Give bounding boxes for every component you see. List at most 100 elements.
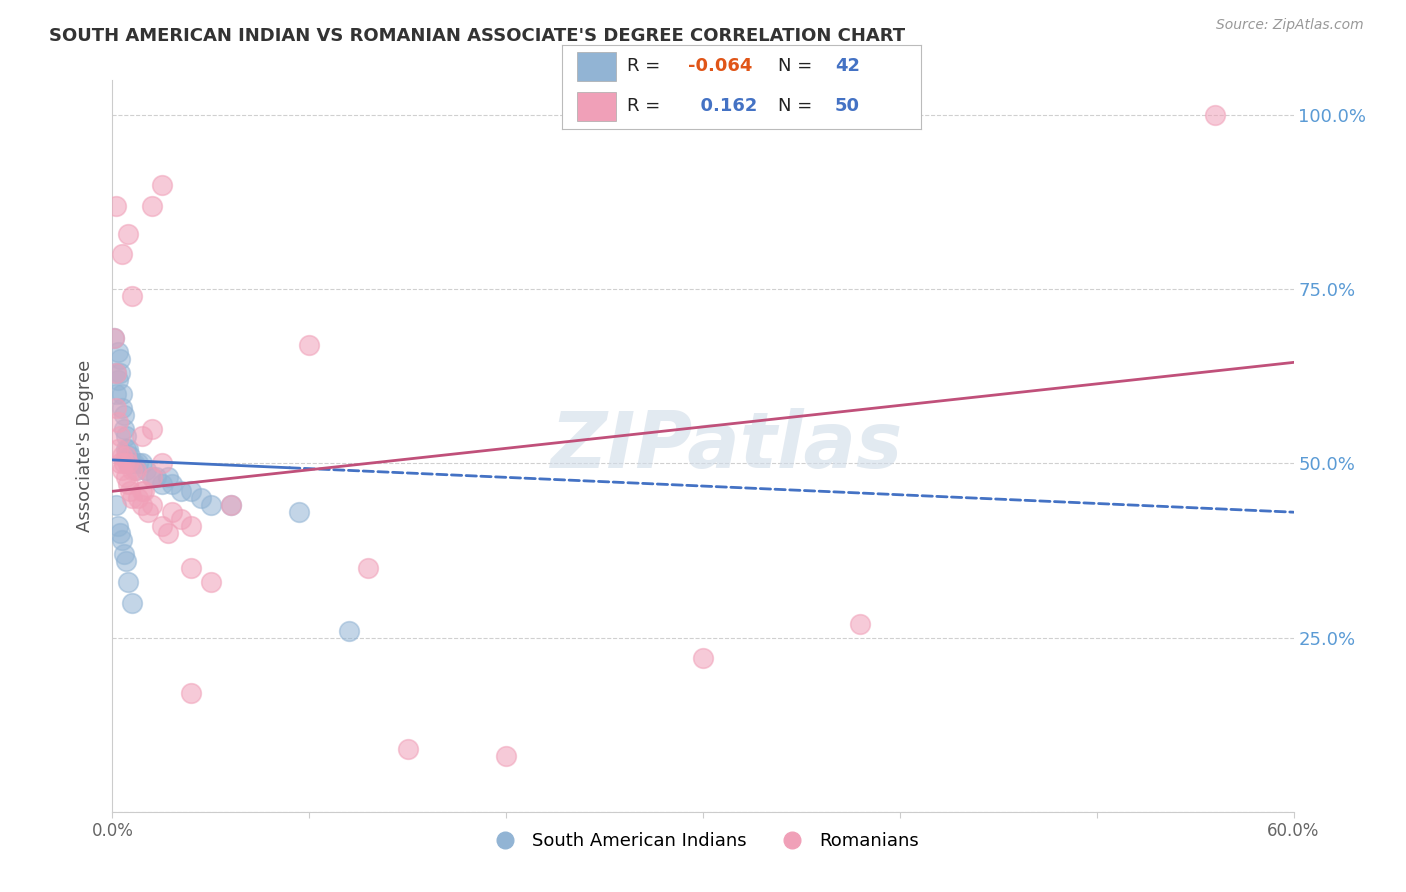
Point — [107, 345, 129, 359]
Point — [121, 457, 143, 471]
Point — [121, 289, 143, 303]
Point — [141, 199, 163, 213]
Point — [105, 498, 128, 512]
Point — [150, 477, 173, 491]
Text: SOUTH AMERICAN INDIAN VS ROMANIAN ASSOCIATE'S DEGREE CORRELATION CHART: SOUTH AMERICAN INDIAN VS ROMANIAN ASSOCI… — [49, 27, 905, 45]
Point — [141, 421, 163, 435]
Point — [121, 596, 143, 610]
Point — [103, 331, 125, 345]
Point — [112, 421, 135, 435]
Point — [115, 450, 138, 464]
Point — [117, 457, 139, 471]
Text: 42: 42 — [835, 57, 860, 75]
Point — [121, 491, 143, 506]
Text: -0.064: -0.064 — [688, 57, 752, 75]
Point — [180, 686, 202, 700]
Point — [117, 227, 139, 241]
Point — [132, 484, 155, 499]
Point — [131, 428, 153, 442]
Point — [141, 498, 163, 512]
Point — [120, 450, 142, 464]
Point — [127, 491, 149, 506]
Point — [105, 199, 128, 213]
Point — [136, 505, 159, 519]
Text: 50: 50 — [835, 96, 860, 114]
Point — [150, 519, 173, 533]
Point — [219, 498, 242, 512]
Point — [170, 484, 193, 499]
Point — [107, 415, 129, 429]
Point — [117, 442, 139, 457]
Bar — [576, 53, 616, 81]
Text: R =: R = — [627, 57, 666, 75]
Point — [111, 247, 134, 261]
Point — [105, 401, 128, 415]
Point — [120, 484, 142, 499]
Point — [107, 519, 129, 533]
Point — [127, 457, 149, 471]
Point — [111, 386, 134, 401]
Point — [111, 401, 134, 415]
Bar — [576, 92, 616, 120]
Point — [112, 547, 135, 561]
Point — [135, 463, 157, 477]
Point — [105, 386, 128, 401]
Point — [141, 470, 163, 484]
Point — [110, 351, 132, 366]
Text: R =: R = — [627, 96, 666, 114]
Point — [115, 470, 138, 484]
Point — [150, 178, 173, 192]
Point — [117, 457, 139, 471]
Point — [849, 616, 872, 631]
Point — [357, 561, 380, 575]
Point — [111, 450, 134, 464]
Point — [145, 470, 167, 484]
Point — [200, 498, 222, 512]
Point — [115, 554, 138, 568]
Point — [121, 463, 143, 477]
Point — [150, 457, 173, 471]
Point — [131, 457, 153, 471]
Point — [117, 574, 139, 589]
Point — [131, 498, 153, 512]
Text: N =: N = — [778, 57, 817, 75]
Point — [131, 484, 153, 499]
Point — [495, 749, 517, 764]
Point — [141, 470, 163, 484]
Point — [180, 519, 202, 533]
Point — [103, 331, 125, 345]
Point — [112, 408, 135, 422]
Point — [111, 463, 134, 477]
Point — [288, 505, 311, 519]
Point — [107, 442, 129, 457]
Point — [170, 512, 193, 526]
Point — [110, 526, 132, 541]
Point — [337, 624, 360, 638]
Point — [125, 463, 148, 477]
Point — [115, 442, 138, 457]
Point — [200, 574, 222, 589]
Point — [105, 366, 128, 380]
Text: 0.162: 0.162 — [688, 96, 758, 114]
Point — [396, 742, 419, 756]
Text: Source: ZipAtlas.com: Source: ZipAtlas.com — [1216, 18, 1364, 32]
Point — [110, 428, 132, 442]
Point — [122, 457, 145, 471]
Point — [692, 651, 714, 665]
Point — [1204, 108, 1226, 122]
Point — [190, 491, 212, 506]
Point — [115, 428, 138, 442]
Point — [156, 526, 179, 541]
Point — [111, 533, 134, 547]
Point — [107, 373, 129, 387]
Point — [105, 366, 128, 380]
Point — [156, 470, 179, 484]
Point — [110, 457, 132, 471]
Point — [219, 498, 242, 512]
Point — [160, 477, 183, 491]
Y-axis label: Associate's Degree: Associate's Degree — [76, 359, 94, 533]
Point — [298, 338, 321, 352]
Point — [160, 505, 183, 519]
Point — [117, 477, 139, 491]
Legend: South American Indians, Romanians: South American Indians, Romanians — [479, 825, 927, 857]
